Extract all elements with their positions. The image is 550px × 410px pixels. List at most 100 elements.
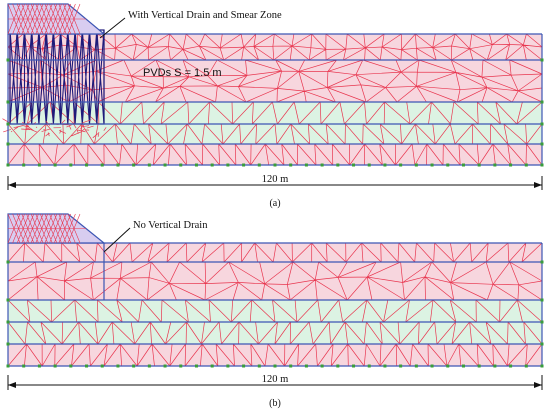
boundary-node	[163, 364, 167, 368]
panel-b-caption: (b)	[269, 398, 281, 409]
boundary-node	[226, 163, 230, 167]
embankment-mesh	[7, 213, 86, 244]
boundary-node	[383, 364, 387, 368]
boundary-node	[100, 364, 104, 368]
panel-a-annotation: With Vertical Drain and Smear Zone	[128, 10, 282, 21]
boundary-node	[100, 163, 104, 167]
boundary-node	[540, 260, 544, 264]
boundary-node	[53, 364, 57, 368]
boundary-node	[352, 364, 356, 368]
boundary-node	[179, 163, 183, 167]
panel-a-annotation-leader	[99, 17, 126, 39]
boundary-node	[477, 163, 481, 167]
boundary-node	[210, 163, 214, 167]
boundary-node	[540, 364, 544, 368]
boundary-node	[430, 364, 434, 368]
boundary-node	[304, 364, 308, 368]
boundary-node	[147, 364, 151, 368]
boundary-node	[461, 163, 465, 167]
boundary-node	[430, 163, 434, 167]
boundary-node	[289, 163, 293, 167]
boundary-node	[85, 163, 89, 167]
boundary-node	[6, 122, 10, 126]
boundary-node	[6, 58, 10, 62]
boundary-node	[116, 364, 120, 368]
boundary-node	[6, 100, 10, 104]
panel-b-annotation-leader	[103, 227, 131, 253]
boundary-node	[257, 163, 261, 167]
drain-lines	[9, 29, 105, 125]
boundary-node	[194, 364, 198, 368]
panel-b-annotation: No Vertical Drain	[133, 220, 208, 231]
soil-layer	[8, 344, 542, 366]
panel-a-spacing-label: PVDs S = 1.5 m	[143, 67, 222, 79]
boundary-node	[116, 163, 120, 167]
boundary-node	[367, 163, 371, 167]
boundary-node	[399, 364, 403, 368]
panel-b-dimension-line	[7, 375, 543, 390]
boundary-node	[147, 163, 151, 167]
boundary-node	[493, 364, 497, 368]
boundary-node	[53, 163, 57, 167]
boundary-node	[352, 163, 356, 167]
boundary-node	[6, 298, 10, 302]
boundary-node	[446, 364, 450, 368]
boundary-node	[6, 142, 10, 146]
boundary-node	[524, 364, 528, 368]
panel-b-mesh	[6, 213, 544, 368]
panel-b-boundary-nodes	[6, 260, 544, 368]
boundary-node	[69, 163, 73, 167]
boundary-node	[540, 320, 544, 324]
boundary-node	[540, 122, 544, 126]
boundary-node	[509, 364, 513, 368]
soil-layer	[8, 300, 542, 322]
boundary-node	[194, 163, 198, 167]
boundary-node	[477, 364, 481, 368]
boundary-node	[210, 364, 214, 368]
boundary-node	[37, 364, 41, 368]
boundary-node	[273, 163, 277, 167]
boundary-node	[6, 260, 10, 264]
boundary-node	[461, 364, 465, 368]
boundary-node	[22, 163, 26, 167]
boundary-node	[446, 163, 450, 167]
boundary-node	[367, 364, 371, 368]
boundary-node	[37, 163, 41, 167]
boundary-node	[320, 163, 324, 167]
boundary-node	[540, 163, 544, 167]
soil-layer	[8, 322, 542, 344]
boundary-node	[524, 163, 528, 167]
boundary-node	[540, 142, 544, 146]
panel-a-dimension-label: 120 m	[262, 174, 289, 185]
boundary-node	[257, 364, 261, 368]
panel-b-embankment	[7, 213, 106, 244]
panel-a-mesh	[2, 3, 544, 167]
panel-b-dimension-label: 120 m	[262, 374, 289, 385]
panel-a-caption: (a)	[269, 198, 280, 209]
boundary-node	[320, 364, 324, 368]
boundary-node	[336, 364, 340, 368]
boundary-node	[540, 298, 544, 302]
boundary-node	[6, 163, 10, 167]
panel-b-soil-layers	[8, 243, 542, 366]
boundary-node	[179, 364, 183, 368]
panel-a-boundary-nodes	[6, 58, 544, 167]
boundary-node	[132, 364, 136, 368]
boundary-node	[414, 163, 418, 167]
boundary-node	[540, 342, 544, 346]
boundary-node	[383, 163, 387, 167]
soil-layer	[8, 124, 542, 144]
boundary-node	[493, 163, 497, 167]
boundary-node	[6, 320, 10, 324]
boundary-node	[289, 364, 293, 368]
boundary-node	[509, 163, 513, 167]
boundary-node	[226, 364, 230, 368]
boundary-node	[22, 364, 26, 368]
boundary-node	[414, 364, 418, 368]
boundary-node	[242, 364, 246, 368]
soil-layer	[8, 262, 542, 300]
panel-a-dimension-line	[7, 176, 543, 190]
boundary-node	[6, 342, 10, 346]
boundary-node	[163, 163, 167, 167]
